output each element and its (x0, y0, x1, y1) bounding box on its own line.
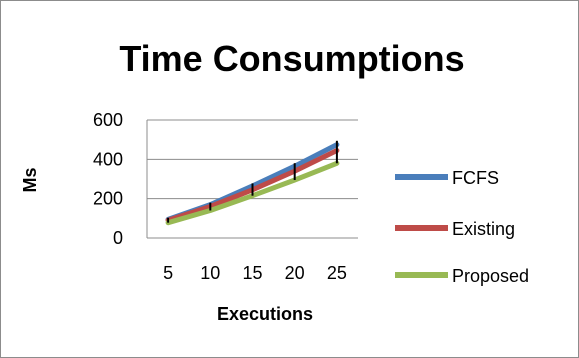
legend-label-fcfs: FCFS (452, 168, 499, 188)
y-axis-label: Ms (20, 167, 40, 192)
x-tick-labels: 5 10 15 20 25 (163, 263, 347, 283)
x-axis-label: Executions (217, 304, 313, 324)
x-tick-label: 20 (285, 263, 305, 283)
y-tick-label: 400 (93, 149, 123, 169)
y-tick-label: 0 (113, 228, 123, 248)
y-tick-label: 600 (93, 110, 123, 130)
legend-label-proposed: Proposed (452, 266, 529, 286)
x-tick-label: 10 (200, 263, 220, 283)
y-tick-labels: 0 200 400 600 (93, 110, 123, 248)
error-bars (167, 140, 338, 223)
y-tick-label: 200 (93, 189, 123, 209)
x-tick-label: 5 (163, 263, 173, 283)
x-tick-label: 25 (327, 263, 347, 283)
series-line-fcfs (165, 142, 340, 222)
legend-label-existing: Existing (452, 219, 515, 239)
legend: FCFS Existing Proposed (395, 168, 529, 286)
gridlines (146, 119, 358, 239)
x-tick-label: 15 (242, 263, 262, 283)
chart-title: Time Consumptions (119, 38, 464, 79)
